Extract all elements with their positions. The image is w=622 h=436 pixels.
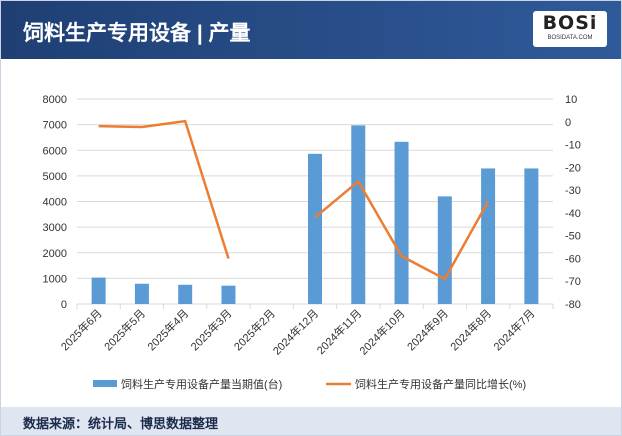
- y-left-tick-label: 1000: [43, 273, 67, 285]
- footer: 数据来源：统计局、博思数据整理: [1, 407, 621, 435]
- y-right-tick-label: -80: [565, 299, 581, 311]
- y-left-tick-label: 7000: [43, 120, 67, 132]
- bar: [134, 283, 149, 304]
- bar: [481, 168, 496, 304]
- logo-text: BOSi: [542, 12, 598, 34]
- bar: [524, 168, 539, 304]
- y-left-tick-label: 8000: [43, 94, 67, 106]
- x-tick-label: 2024年10月: [356, 306, 407, 357]
- page-title: 饲料生产专用设备 | 产量: [23, 22, 251, 45]
- bar: [308, 153, 322, 304]
- y-left-tick-label: 3000: [43, 222, 67, 234]
- x-tick-label: 2025年3月: [187, 306, 234, 353]
- y-left-tick-label: 6000: [43, 145, 67, 157]
- y-right-tick-label: 10: [565, 94, 577, 106]
- legend-line-label: 饲料生产专用设备产量同比增长(%): [355, 377, 526, 391]
- y-right-tick-label: -40: [565, 208, 581, 220]
- y-right-tick-label: -30: [565, 185, 581, 197]
- y-right-tick-label: -60: [565, 253, 581, 265]
- data-source: 数据来源：统计局、博思数据整理: [23, 416, 219, 431]
- logo-sub: BOSIDATA.COM: [547, 35, 593, 41]
- y-right-tick-label: -70: [565, 276, 581, 288]
- y-left-tick-label: 4000: [43, 197, 67, 209]
- bar: [221, 285, 236, 304]
- y-right-tick-label: -10: [565, 140, 581, 152]
- y-right-tick-label: -50: [565, 231, 581, 243]
- y-left-tick-label: 5000: [43, 171, 67, 183]
- y-right-tick-label: 0: [565, 117, 571, 129]
- header-bar: 饲料生产专用设备 | 产量 BOSi BOSIDATA.COM: [1, 1, 621, 59]
- x-tick-label: 2025年4月: [144, 306, 191, 353]
- y-left-tick-label: 2000: [43, 248, 67, 260]
- legend-bar-swatch: [93, 380, 117, 387]
- x-tick-label: 2025年2月: [231, 306, 278, 353]
- y-left-tick-label: 0: [61, 299, 67, 311]
- line-series: [314, 179, 490, 281]
- y-right-tick-label: -20: [565, 162, 581, 174]
- x-tick-label: 2025年6月: [58, 306, 105, 353]
- chart: 0 1000 2000 3000 4000 5000 6000 7000 8000 10 0 -10 -…: [43, 94, 581, 391]
- bar: [351, 125, 366, 304]
- x-tick-label: 2025年5月: [101, 306, 148, 353]
- legend-bar-label: 饲料生产专用设备产量当期值(台): [121, 377, 282, 391]
- bar: [178, 284, 193, 304]
- x-tick-label: 2024年8月: [447, 306, 494, 353]
- bar: [437, 196, 452, 304]
- line-series: [98, 119, 230, 259]
- x-tick-label: 2024年7月: [490, 306, 537, 353]
- bar: [91, 277, 106, 304]
- x-tick-label: 2024年9月: [404, 306, 451, 353]
- x-tick-label: 2024年12月: [270, 306, 321, 357]
- bosi-logo: BOSi BOSIDATA.COM: [533, 11, 607, 47]
- bar: [394, 141, 409, 304]
